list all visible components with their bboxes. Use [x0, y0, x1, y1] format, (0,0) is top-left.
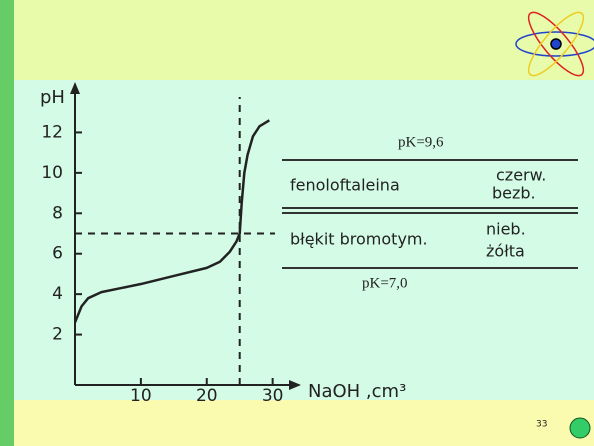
annotation: bezb.: [492, 184, 536, 203]
x-tick-label: 10: [130, 386, 152, 406]
annotation: fenoloftaleina: [290, 176, 400, 195]
annotation: czerw.: [496, 166, 546, 185]
x-axis-label: NaOH ,cm³: [308, 381, 406, 402]
left-stripe: [0, 0, 14, 446]
y-tick-label: 10: [41, 163, 63, 183]
x-tick-label: 20: [196, 386, 218, 406]
nav-button[interactable]: [570, 418, 590, 438]
annotation: pK=7,0: [362, 275, 408, 291]
annotation: pK=9,6: [398, 134, 444, 150]
page: 33 pH NaOH ,cm³ pK=9,6 fenoloftaleina cz…: [0, 0, 594, 446]
y-tick-label: 12: [41, 122, 63, 142]
y-tick-label: 6: [52, 244, 63, 264]
y-tick-label: 8: [52, 203, 63, 223]
y-tick-label: 4: [52, 284, 63, 304]
top-band: [0, 0, 594, 80]
bottom-band: [0, 400, 594, 446]
slide-number: 33: [536, 420, 547, 430]
x-tick-label: 30: [262, 386, 284, 406]
annotation: nieb.: [486, 220, 526, 239]
y-tick-label: 2: [52, 325, 63, 345]
annotation: żółta: [486, 242, 525, 261]
y-axis-label: pH: [40, 87, 65, 108]
slide: 33 pH NaOH ,cm³ pK=9,6 fenoloftaleina cz…: [0, 0, 594, 446]
annotation: błękit bromotym.: [290, 230, 428, 249]
